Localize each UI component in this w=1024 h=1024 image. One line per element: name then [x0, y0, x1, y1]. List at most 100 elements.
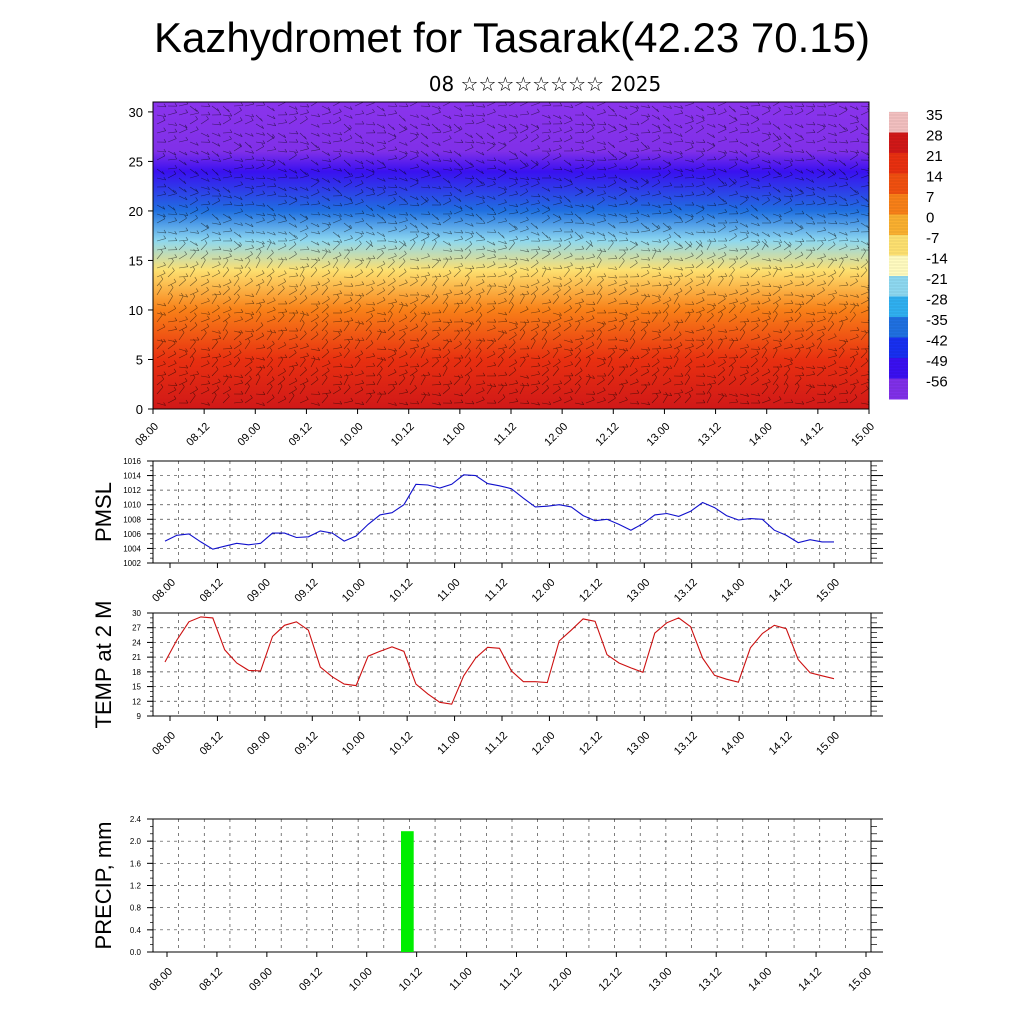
wind-barb-flag — [536, 125, 540, 129]
wind-barb — [651, 249, 661, 253]
wind-barb-flag — [339, 99, 341, 102]
wind-barb — [783, 210, 793, 215]
wind-barb-flag — [790, 231, 793, 235]
y-tick-label: 30 — [129, 105, 143, 120]
wind-barb-flag — [273, 177, 276, 181]
wind-barb-flag — [821, 367, 825, 371]
wind-barb — [651, 396, 659, 404]
wind-barb-flag — [665, 311, 669, 315]
wind-barb-flag — [282, 162, 286, 166]
wind-barb — [728, 204, 738, 209]
wind-barb-flag — [315, 258, 318, 262]
wind-barb — [288, 213, 296, 221]
wind-barb-flag — [667, 258, 670, 262]
wind-barb — [783, 150, 793, 153]
y-tick-label: 0.0 — [130, 948, 142, 957]
wind-barb-flag — [504, 284, 508, 288]
wind-barb-flag — [171, 257, 174, 262]
wind-barb-flag — [643, 329, 647, 333]
wind-barb-flag — [361, 198, 364, 203]
wind-barb — [464, 222, 474, 227]
wind-barb — [398, 402, 408, 406]
wind-barb — [222, 230, 232, 233]
wind-barb — [332, 219, 342, 224]
wind-barb-flag — [284, 300, 288, 305]
wind-barb — [761, 312, 771, 315]
wind-barb — [519, 267, 529, 271]
wind-barb-flag — [856, 346, 860, 350]
wind-barb — [310, 357, 320, 361]
wind-barb-flag — [801, 261, 804, 265]
wind-barb-flag — [788, 135, 791, 140]
wind-barb — [574, 248, 584, 251]
wind-barb-flag — [581, 122, 585, 126]
wind-barb — [365, 384, 376, 386]
wind-barb — [255, 281, 265, 287]
wind-barb-flag — [746, 122, 750, 126]
wind-barb — [442, 231, 452, 235]
wind-barb-flag — [632, 338, 636, 342]
wind-barb-flag — [514, 260, 518, 264]
wind-barb — [277, 213, 287, 219]
wind-barb — [849, 193, 859, 197]
wind-barb — [827, 132, 837, 136]
wind-barb — [530, 311, 540, 314]
wind-barb-flag — [502, 348, 505, 353]
wind-barb-flag — [503, 124, 507, 129]
wind-barb — [486, 342, 494, 350]
wind-barb-flag — [823, 253, 826, 257]
wind-barb — [739, 123, 749, 126]
wind-barb — [233, 278, 240, 287]
wind-barb — [706, 375, 716, 379]
wind-barb-flag — [239, 107, 242, 111]
wind-barb-flag — [207, 190, 211, 195]
wind-barb — [453, 270, 461, 278]
wind-barb — [200, 236, 210, 242]
wind-barb-flag — [163, 183, 167, 187]
wind-barb — [475, 213, 483, 221]
wind-barb-flag — [251, 150, 254, 154]
wind-barb — [288, 337, 298, 341]
wind-barb — [629, 291, 639, 296]
wind-barb-flag — [417, 102, 418, 103]
wind-barb — [310, 168, 320, 173]
wind-barb — [321, 298, 330, 305]
wind-barb-flag — [412, 373, 415, 378]
wind-barb — [816, 318, 826, 323]
wind-barb-flag — [394, 146, 398, 150]
wind-barb — [310, 114, 320, 117]
wind-barb-flag — [611, 365, 615, 370]
wind-barb — [255, 301, 265, 305]
wind-barb-flag — [360, 259, 363, 264]
wind-barb-flag — [657, 116, 660, 120]
wind-barb-flag — [756, 116, 760, 120]
wind-barb-flag — [692, 102, 694, 104]
wind-barb-flag — [536, 385, 539, 390]
wind-barb-flag — [831, 320, 834, 325]
wind-barb-flag — [735, 398, 739, 403]
wind-barb — [783, 274, 793, 278]
wind-barb — [552, 325, 561, 332]
wind-barb — [431, 159, 441, 162]
wind-barb-flag — [774, 346, 778, 351]
wind-barb-flag — [163, 213, 166, 217]
wind-barb — [211, 307, 220, 314]
wind-barb-flag — [467, 374, 470, 378]
wind-barb — [728, 341, 734, 350]
wind-barb — [409, 222, 418, 229]
wind-barb-flag — [273, 191, 277, 195]
wind-barb — [332, 177, 341, 184]
wind-barb — [277, 288, 285, 296]
wind-barb — [574, 102, 584, 107]
wind-barb — [442, 272, 452, 278]
wind-barb-flag — [416, 114, 419, 118]
wind-barb — [222, 150, 232, 155]
wind-barb-flag — [413, 347, 416, 352]
wind-barb — [640, 272, 650, 278]
wind-barb-flag — [383, 237, 387, 242]
wind-barb — [640, 181, 649, 188]
wind-barb — [750, 325, 759, 332]
x-tick-label: 15.00 — [814, 730, 842, 758]
wind-barb-flag — [379, 329, 382, 333]
wind-barb — [244, 231, 254, 234]
